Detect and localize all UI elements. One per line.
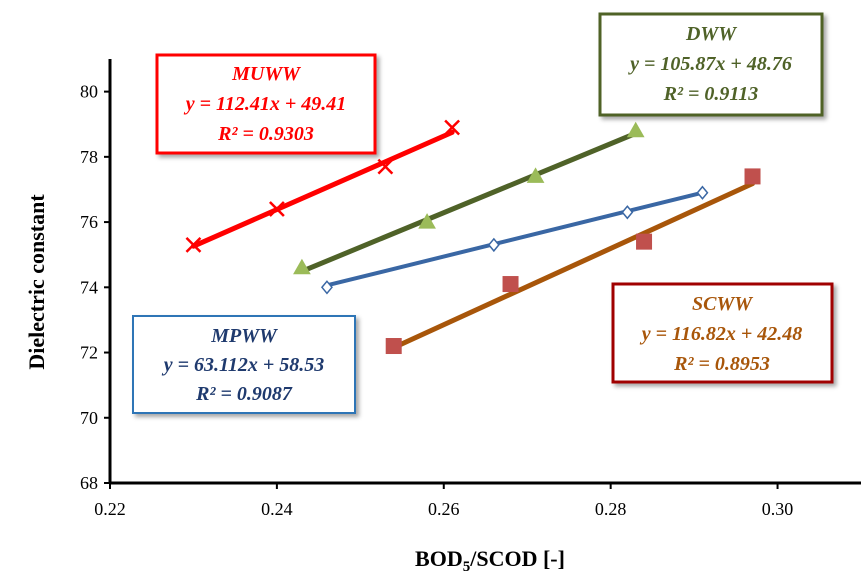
x-axis-title: BOD5/SCOD [-] [415, 546, 565, 575]
y-tick-label: 68 [80, 473, 98, 493]
muww-point [444, 119, 461, 136]
x-axis-title-main: BOD [415, 546, 463, 571]
mpww-equation: y = 63.112x + 58.53 [162, 354, 325, 376]
mpww-point [320, 280, 333, 295]
y-tick-label: 70 [80, 408, 98, 428]
scww-name: SCWW [692, 293, 753, 315]
y-tick-label: 72 [80, 343, 98, 363]
x-tick-label: 0.26 [428, 499, 460, 519]
markers [185, 119, 761, 355]
scww-trendline [391, 181, 756, 351]
y-axis-title: Dielectric constant [24, 194, 49, 370]
dww-point [293, 258, 311, 275]
x-axis-title-subscript: 5 [463, 559, 471, 575]
muww-r2: R² = 0.9303 [217, 123, 314, 145]
trendlines [190, 129, 756, 351]
x-tick-label: 0.24 [261, 499, 293, 519]
dww-name: DWW [685, 23, 737, 45]
dww-point [626, 121, 645, 138]
muww-point [377, 158, 394, 175]
muww-point [185, 237, 202, 253]
axis-ticks: 68 70 72 74 76 78 80 0.22 0.24 0.26 0.28 0.30 [80, 82, 793, 519]
muww-marker-stroke [185, 237, 202, 253]
muww-name: MUWW [231, 63, 301, 85]
muww-marker-stroke [269, 201, 285, 217]
legend-box-dww: DWW y = 105.87x + 48.76 R² = 0.9113 [598, 12, 824, 117]
dww-equation: y = 105.87x + 48.76 [628, 53, 792, 75]
y-tick-label: 76 [80, 212, 98, 232]
mpww-point [487, 237, 500, 253]
y-tick-label: 78 [80, 147, 98, 167]
muww-trendline [190, 129, 455, 249]
mpww-point [621, 205, 634, 220]
dww-r2: R² = 0.9113 [663, 83, 759, 105]
y-tick-label: 74 [80, 277, 98, 297]
mpww-trendline [324, 190, 705, 288]
mpww-point [696, 185, 709, 200]
x-tick-label: 0.28 [595, 499, 627, 519]
dww-point [526, 167, 545, 183]
scww-point [744, 168, 761, 185]
scww-r2: R² = 0.8953 [673, 353, 770, 375]
dww-trendline [299, 130, 639, 274]
muww-marker-stroke [377, 158, 394, 175]
x-tick-label: 0.22 [94, 499, 126, 519]
muww-point [269, 201, 285, 217]
legend-box-mpww: MPWW y = 63.112x + 58.53 R² = 0.9087 [132, 315, 356, 414]
scww-point [636, 233, 653, 250]
scww-point [502, 276, 519, 293]
scww-equation: y = 116.82x + 42.48 [640, 323, 803, 345]
legend-box-scww: SCWW y = 116.82x + 42.48 R² = 0.8953 [611, 282, 834, 384]
dww-point [418, 213, 436, 229]
legend-box-muww: MUWW y = 112.41x + 49.41 R² = 0.9303 [155, 53, 377, 155]
mpww-name: MPWW [210, 325, 278, 347]
muww-marker-stroke [444, 119, 461, 136]
x-tick-label: 0.30 [762, 499, 794, 519]
y-tick-label: 80 [80, 82, 98, 102]
muww-equation: y = 112.41x + 49.41 [184, 93, 347, 115]
x-axis-title-rest: /SCOD [-] [469, 546, 565, 571]
scww-point [385, 338, 402, 355]
mpww-r2: R² = 0.9087 [195, 383, 293, 405]
